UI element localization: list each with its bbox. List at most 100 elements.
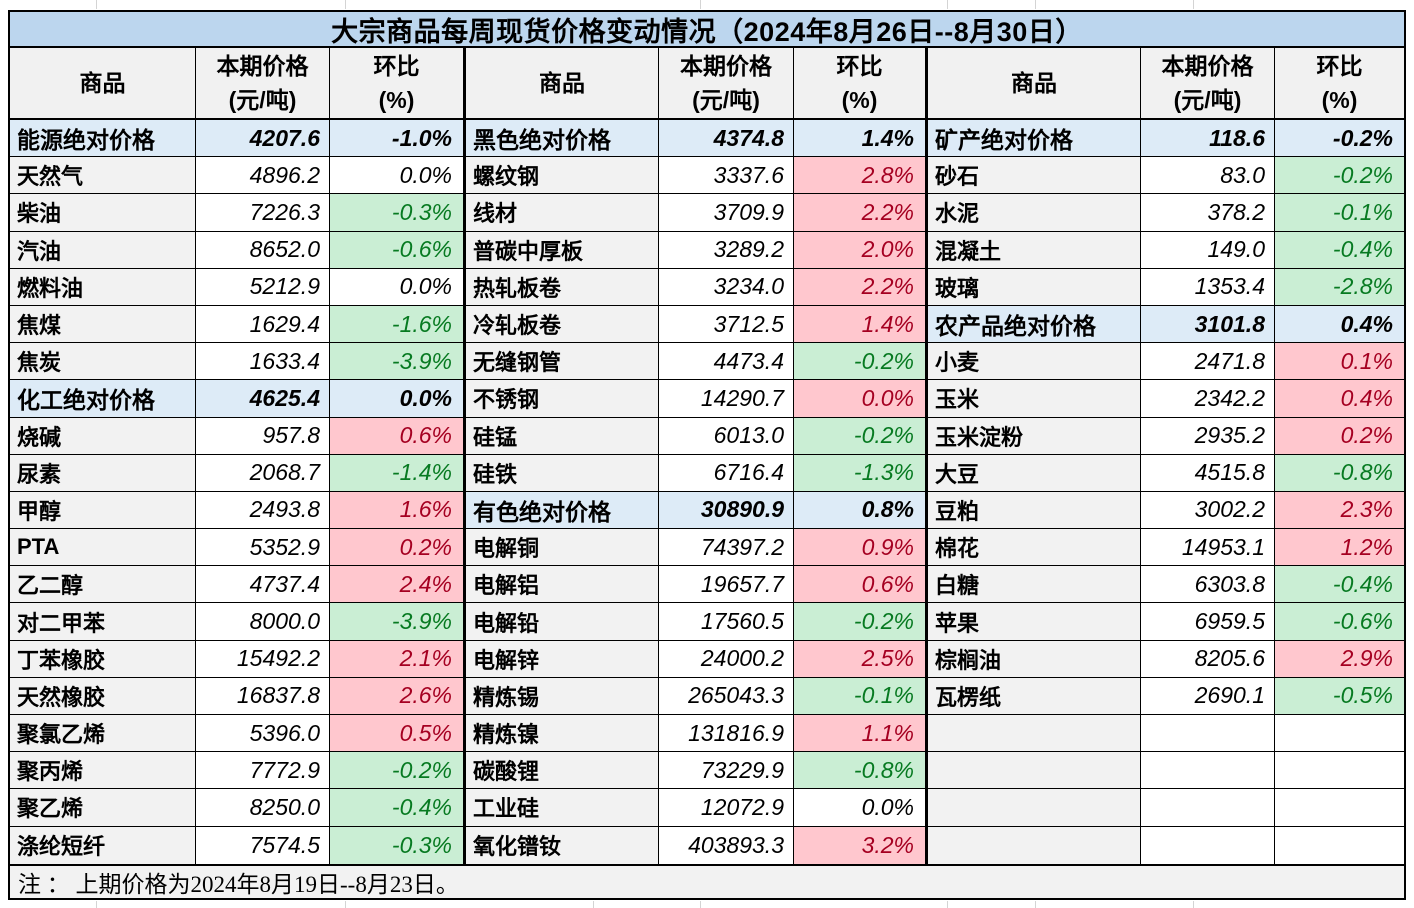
price-cell[interactable]: 15492.2 [196,640,330,677]
price-cell[interactable] [1141,789,1275,826]
change-cell[interactable]: 2.1% [330,640,466,677]
price-cell[interactable]: 3709.9 [659,194,794,231]
change-cell[interactable]: -0.4% [1275,566,1404,603]
price-cell[interactable]: 74397.2 [659,529,794,566]
commodity-name-cell[interactable] [928,715,1141,752]
price-cell[interactable] [1141,715,1275,752]
commodity-name-cell[interactable]: 玉米 [928,380,1141,417]
commodity-name-cell[interactable] [928,826,1141,864]
commodity-name-cell[interactable]: 线材 [466,194,659,231]
change-cell[interactable]: 0.6% [330,417,466,454]
price-cell[interactable]: 3289.2 [659,231,794,268]
commodity-name-cell[interactable]: 电解锌 [466,640,659,677]
change-cell[interactable]: 0.4% [1275,380,1404,417]
table-footnote[interactable]: 注 ： 上期价格为2024年8月19日--8月23日。 [10,863,1404,898]
price-cell[interactable]: 2690.1 [1141,677,1275,714]
price-cell[interactable]: 30890.9 [659,491,794,529]
change-cell[interactable]: 2.5% [794,640,928,677]
category-name-cell[interactable]: 黑色绝对价格 [466,120,659,157]
price-cell[interactable]: 265043.3 [659,677,794,714]
change-cell[interactable]: -0.3% [330,826,466,864]
commodity-name-cell[interactable]: 甲醇 [10,491,196,529]
change-cell[interactable]: 2.6% [330,677,466,714]
commodity-name-cell[interactable]: 天然橡胶 [10,677,196,714]
change-cell[interactable]: -0.1% [1275,194,1404,231]
change-cell[interactable]: -3.9% [330,603,466,640]
price-cell[interactable] [1141,826,1275,864]
price-cell[interactable]: 17560.5 [659,603,794,640]
price-cell[interactable]: 4374.8 [659,120,794,157]
price-cell[interactable]: 4737.4 [196,566,330,603]
price-cell[interactable]: 2493.8 [196,491,330,529]
header-price-3[interactable]: 本期价格 (元/吨) [1141,48,1275,118]
price-cell[interactable]: 4473.4 [659,343,794,380]
category-name-cell[interactable]: 有色绝对价格 [466,491,659,529]
change-cell[interactable]: 1.6% [330,491,466,529]
price-cell[interactable]: 4625.4 [196,380,330,417]
price-cell[interactable]: 1353.4 [1141,268,1275,305]
commodity-name-cell[interactable]: 不锈钢 [466,380,659,417]
commodity-name-cell[interactable]: 玻璃 [928,268,1141,305]
commodity-name-cell[interactable]: 混凝土 [928,231,1141,268]
change-cell[interactable] [1275,789,1404,826]
commodity-name-cell[interactable]: 冷轧板卷 [466,305,659,343]
change-cell[interactable]: -1.4% [330,454,466,491]
commodity-name-cell[interactable]: 精炼锡 [466,677,659,714]
change-cell[interactable] [1275,826,1404,864]
change-cell[interactable]: 2.3% [1275,491,1404,529]
commodity-name-cell[interactable]: 尿素 [10,454,196,491]
price-cell[interactable]: 7226.3 [196,194,330,231]
change-cell[interactable]: 2.2% [794,268,928,305]
commodity-name-cell[interactable]: 精炼镍 [466,715,659,752]
price-cell[interactable]: 5352.9 [196,529,330,566]
header-change-1[interactable]: 环比 (%) [330,48,466,118]
commodity-name-cell[interactable]: 燃料油 [10,268,196,305]
price-cell[interactable]: 24000.2 [659,640,794,677]
commodity-name-cell[interactable]: 热轧板卷 [466,268,659,305]
change-cell[interactable]: 1.1% [794,715,928,752]
commodity-name-cell[interactable]: 棉花 [928,529,1141,566]
change-cell[interactable]: -0.2% [794,417,928,454]
commodity-name-cell[interactable]: 聚乙烯 [10,789,196,826]
category-name-cell[interactable]: 能源绝对价格 [10,120,196,157]
change-cell[interactable]: 2.8% [794,157,928,194]
commodity-name-cell[interactable]: 汽油 [10,231,196,268]
commodity-name-cell[interactable]: 焦炭 [10,343,196,380]
commodity-name-cell[interactable]: 小麦 [928,343,1141,380]
price-cell[interactable]: 8250.0 [196,789,330,826]
price-cell[interactable]: 6013.0 [659,417,794,454]
commodity-name-cell[interactable] [928,752,1141,789]
commodity-name-cell[interactable]: 聚氯乙烯 [10,715,196,752]
change-cell[interactable]: 0.0% [330,380,466,417]
header-commodity-3[interactable]: 商品 [928,48,1141,118]
change-cell[interactable]: 0.0% [330,157,466,194]
price-cell[interactable] [1141,752,1275,789]
header-change-3[interactable]: 环比 (%) [1275,48,1404,118]
table-title[interactable]: 大宗商品每周现货价格变动情况（2024年8月26日--8月30日） [10,12,1404,48]
price-cell[interactable]: 149.0 [1141,231,1275,268]
header-price-1[interactable]: 本期价格 (元/吨) [196,48,330,118]
price-cell[interactable]: 14953.1 [1141,529,1275,566]
price-cell[interactable]: 2342.2 [1141,380,1275,417]
change-cell[interactable]: 2.9% [1275,640,1404,677]
change-cell[interactable]: 0.5% [330,715,466,752]
commodity-name-cell[interactable]: 烧碱 [10,417,196,454]
change-cell[interactable]: 2.4% [330,566,466,603]
price-cell[interactable]: 957.8 [196,417,330,454]
price-cell[interactable]: 7772.9 [196,752,330,789]
price-cell[interactable]: 6303.8 [1141,566,1275,603]
price-cell[interactable]: 5396.0 [196,715,330,752]
change-cell[interactable]: -0.5% [1275,677,1404,714]
change-cell[interactable]: -0.2% [794,343,928,380]
price-cell[interactable]: 12072.9 [659,789,794,826]
price-cell[interactable]: 2935.2 [1141,417,1275,454]
commodity-name-cell[interactable]: 普碳中厚板 [466,231,659,268]
commodity-name-cell[interactable]: 工业硅 [466,789,659,826]
price-cell[interactable]: 3101.8 [1141,305,1275,343]
price-cell[interactable]: 8000.0 [196,603,330,640]
price-cell[interactable]: 3234.0 [659,268,794,305]
header-change-2[interactable]: 环比 (%) [794,48,928,118]
change-cell[interactable]: 0.0% [330,268,466,305]
commodity-name-cell[interactable]: 大豆 [928,454,1141,491]
change-cell[interactable]: 2.0% [794,231,928,268]
